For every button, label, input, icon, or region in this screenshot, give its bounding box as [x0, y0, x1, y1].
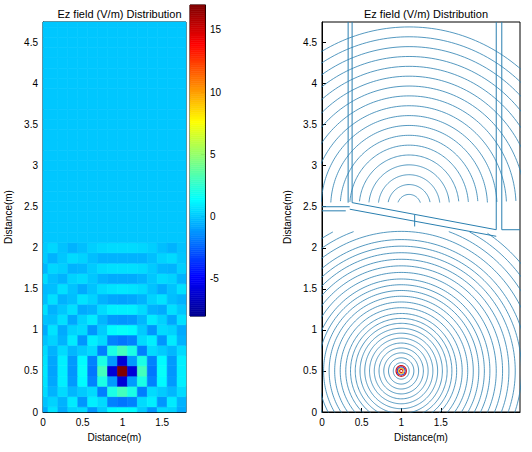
svg-text:0: 0 — [40, 417, 46, 428]
svg-text:1.5: 1.5 — [24, 283, 38, 294]
svg-text:3.5: 3.5 — [303, 119, 317, 130]
svg-text:2.5: 2.5 — [303, 201, 317, 212]
svg-text:0: 0 — [210, 211, 216, 222]
svg-text:-5: -5 — [210, 273, 219, 284]
svg-text:4: 4 — [311, 78, 317, 89]
svg-text:Ez field (V/m) Distribution: Ez field (V/m) Distribution — [364, 8, 488, 20]
svg-text:0: 0 — [319, 417, 325, 428]
svg-text:4: 4 — [32, 78, 38, 89]
svg-text:Distance(m): Distance(m) — [394, 432, 448, 443]
svg-text:Distance(m): Distance(m) — [282, 190, 293, 244]
svg-text:0.5: 0.5 — [76, 417, 90, 428]
svg-text:3.5: 3.5 — [24, 119, 38, 130]
svg-text:Distance(m): Distance(m) — [88, 432, 142, 443]
svg-text:3: 3 — [311, 160, 317, 171]
svg-text:2: 2 — [311, 242, 317, 253]
svg-text:4.5: 4.5 — [303, 37, 317, 48]
svg-text:Ez field (V/m) Distribution: Ez field (V/m) Distribution — [57, 8, 181, 20]
svg-text:0.5: 0.5 — [303, 365, 317, 376]
svg-text:2.5: 2.5 — [24, 201, 38, 212]
svg-text:0: 0 — [32, 407, 38, 418]
svg-text:4.5: 4.5 — [24, 37, 38, 48]
svg-text:Distance(m): Distance(m) — [3, 190, 14, 244]
svg-text:1: 1 — [311, 324, 317, 335]
svg-text:0.5: 0.5 — [24, 365, 38, 376]
svg-text:1.5: 1.5 — [303, 283, 317, 294]
svg-text:5: 5 — [210, 149, 216, 160]
svg-text:0.5: 0.5 — [355, 417, 369, 428]
svg-text:2: 2 — [32, 242, 38, 253]
svg-text:3: 3 — [32, 160, 38, 171]
svg-text:1.5: 1.5 — [434, 417, 448, 428]
svg-text:0: 0 — [311, 407, 317, 418]
svg-text:1: 1 — [32, 324, 38, 335]
svg-text:15: 15 — [210, 24, 222, 35]
svg-text:1.5: 1.5 — [155, 417, 169, 428]
svg-text:1: 1 — [120, 417, 126, 428]
svg-text:1: 1 — [398, 417, 404, 428]
svg-text:10: 10 — [210, 87, 222, 98]
